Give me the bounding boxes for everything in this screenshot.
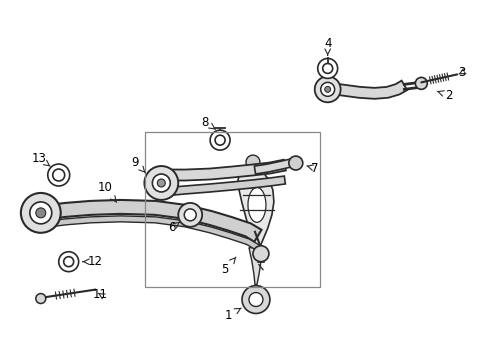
Circle shape xyxy=(323,63,333,73)
Text: 11: 11 xyxy=(93,288,108,301)
Circle shape xyxy=(289,156,303,170)
Text: 10: 10 xyxy=(98,181,113,194)
Text: 1: 1 xyxy=(224,309,232,322)
Text: 3: 3 xyxy=(459,66,466,79)
Polygon shape xyxy=(163,160,286,180)
Polygon shape xyxy=(249,248,263,285)
Circle shape xyxy=(36,208,46,218)
Text: 13: 13 xyxy=(31,152,46,165)
Circle shape xyxy=(253,246,269,262)
Circle shape xyxy=(21,193,61,233)
Circle shape xyxy=(242,285,270,314)
Polygon shape xyxy=(43,216,260,250)
Circle shape xyxy=(325,86,331,92)
Text: 7: 7 xyxy=(311,162,318,175)
Circle shape xyxy=(53,169,65,181)
Text: 12: 12 xyxy=(88,255,103,268)
Circle shape xyxy=(246,155,260,169)
Circle shape xyxy=(157,179,165,187)
Polygon shape xyxy=(254,158,295,174)
Text: 8: 8 xyxy=(201,116,209,129)
Circle shape xyxy=(318,58,338,78)
Text: 6: 6 xyxy=(169,221,176,234)
Polygon shape xyxy=(42,200,262,242)
Text: 5: 5 xyxy=(221,263,229,276)
Circle shape xyxy=(64,257,74,267)
Circle shape xyxy=(315,76,341,102)
Polygon shape xyxy=(238,165,274,254)
Circle shape xyxy=(36,293,46,303)
Circle shape xyxy=(178,203,202,227)
Circle shape xyxy=(30,202,52,224)
Bar xyxy=(146,132,319,287)
Text: 9: 9 xyxy=(132,156,139,168)
Circle shape xyxy=(416,77,427,89)
Circle shape xyxy=(184,209,196,221)
Circle shape xyxy=(145,166,178,200)
Text: 2: 2 xyxy=(445,89,453,102)
Circle shape xyxy=(48,164,70,186)
Ellipse shape xyxy=(248,188,266,222)
Circle shape xyxy=(249,293,263,306)
Circle shape xyxy=(321,82,335,96)
Text: 4: 4 xyxy=(324,37,331,50)
Circle shape xyxy=(215,135,225,145)
Circle shape xyxy=(210,130,230,150)
Circle shape xyxy=(59,252,78,272)
Circle shape xyxy=(152,174,171,192)
Polygon shape xyxy=(329,81,407,99)
Polygon shape xyxy=(163,176,285,196)
